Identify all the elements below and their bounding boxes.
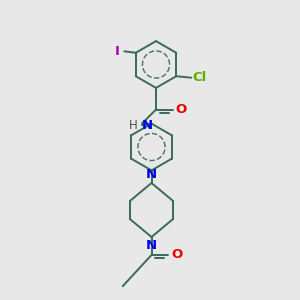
Text: I: I bbox=[114, 45, 119, 58]
Text: N: N bbox=[142, 118, 153, 132]
Text: O: O bbox=[176, 103, 187, 116]
Text: H: H bbox=[129, 118, 138, 132]
Text: N: N bbox=[146, 239, 157, 252]
Text: N: N bbox=[146, 168, 157, 181]
Text: Cl: Cl bbox=[193, 71, 207, 84]
Text: O: O bbox=[171, 248, 182, 262]
